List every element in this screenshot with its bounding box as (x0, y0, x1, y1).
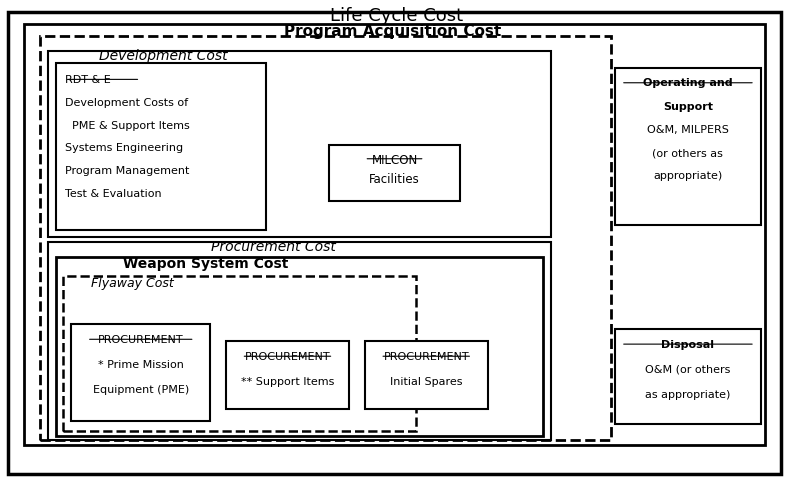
Bar (48, 51, 551, 237)
Bar (226, 341, 349, 409)
Text: Equipment (PME): Equipment (PME) (93, 385, 189, 395)
Bar (61, 66, 271, 233)
Text: Development Cost: Development Cost (99, 49, 228, 62)
Text: Facilities: Facilities (370, 173, 419, 186)
Text: RDT & E: RDT & E (65, 75, 111, 85)
Bar (63, 276, 416, 431)
Bar (615, 329, 761, 424)
Bar (620, 71, 767, 228)
Text: MILCON: MILCON (371, 154, 418, 167)
Text: PME & Support Items: PME & Support Items (65, 121, 190, 131)
Bar (56, 63, 266, 230)
Bar (71, 324, 210, 421)
Text: Program Acquisition Cost: Program Acquisition Cost (284, 24, 501, 39)
Text: Development Costs of: Development Costs of (65, 98, 188, 108)
Text: O&M (or others: O&M (or others (646, 365, 730, 375)
Text: appropriate): appropriate) (653, 171, 722, 182)
Bar (365, 341, 488, 409)
Bar (77, 328, 216, 424)
Text: O&M, MILPERS: O&M, MILPERS (647, 125, 729, 135)
Text: Operating and: Operating and (643, 78, 733, 89)
Text: Procurement Cost: Procurement Cost (211, 240, 336, 254)
Text: as appropriate): as appropriate) (646, 390, 730, 400)
Text: Initial Spares: Initial Spares (390, 377, 462, 387)
Bar (48, 242, 551, 440)
Bar (56, 257, 543, 436)
Text: Disposal: Disposal (661, 340, 714, 350)
Text: (or others as: (or others as (653, 148, 723, 158)
Text: Support: Support (663, 102, 713, 112)
Text: Test & Evaluation: Test & Evaluation (65, 189, 162, 199)
Bar (335, 149, 465, 204)
Text: Life Cycle Cost: Life Cycle Cost (330, 7, 463, 25)
Text: ** Support Items: ** Support Items (241, 377, 334, 387)
Bar (615, 68, 761, 225)
Bar (40, 36, 611, 440)
Text: Program Management: Program Management (65, 166, 190, 176)
Bar (620, 333, 767, 427)
Text: Weapon System Cost: Weapon System Cost (123, 257, 289, 271)
Text: Systems Engineering: Systems Engineering (65, 143, 183, 153)
Bar (329, 145, 460, 201)
Text: PROCUREMENT: PROCUREMENT (245, 352, 330, 362)
Text: Flyaway Cost: Flyaway Cost (91, 277, 174, 289)
Bar (232, 345, 354, 412)
Bar (370, 345, 493, 412)
Text: PROCUREMENT: PROCUREMENT (98, 335, 183, 345)
Text: * Prime Mission: * Prime Mission (98, 360, 184, 370)
Text: PROCUREMENT: PROCUREMENT (384, 352, 469, 362)
Bar (24, 24, 765, 445)
